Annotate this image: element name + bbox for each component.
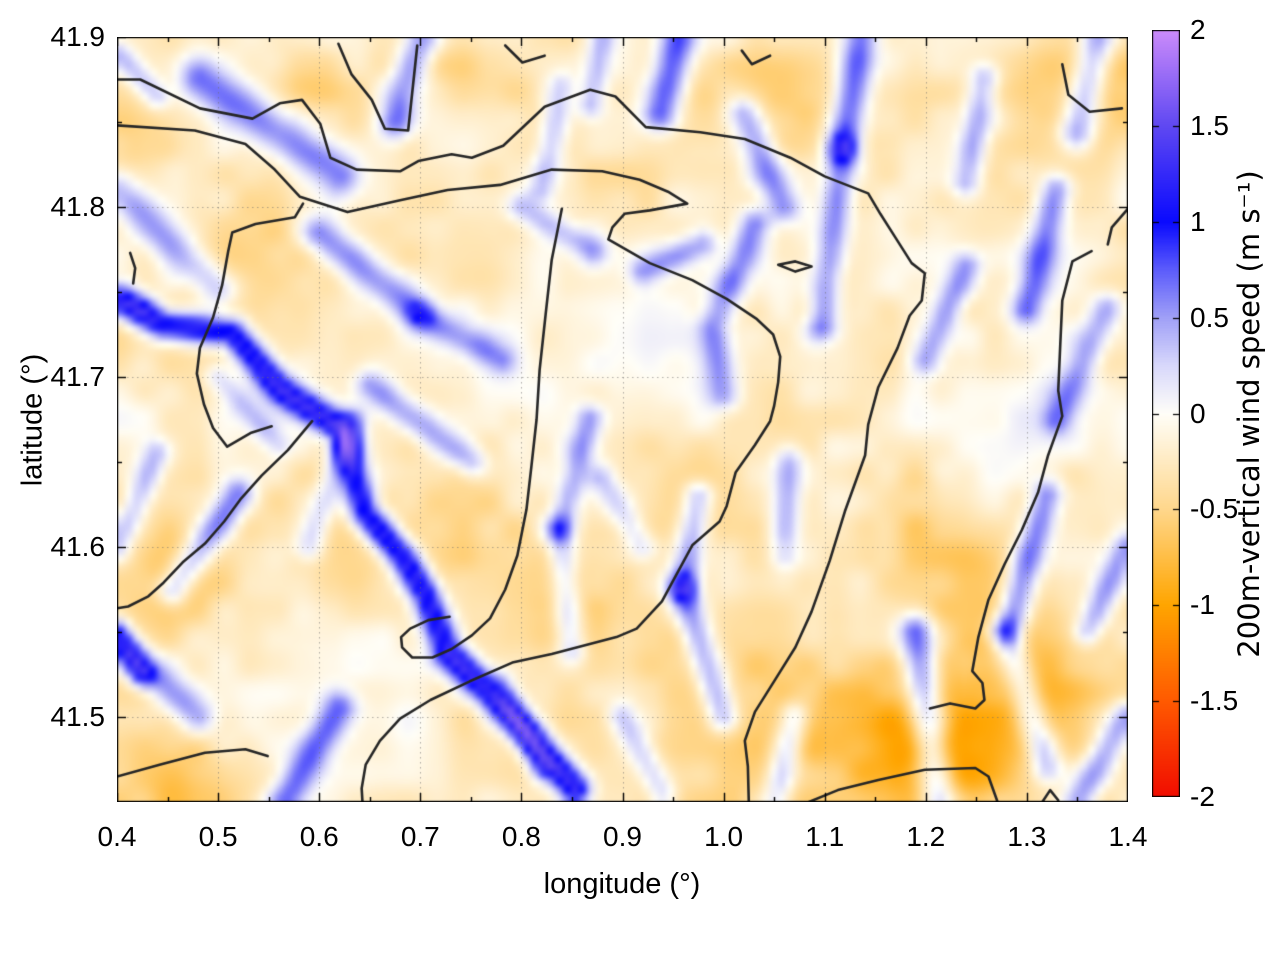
colorbar-tick-label: 2 bbox=[1190, 14, 1206, 45]
colorbar-tick-label: -0.5 bbox=[1190, 493, 1239, 525]
x-tick-label: 1.1 bbox=[805, 821, 845, 852]
colorbar-tick-label: 1 bbox=[1190, 205, 1206, 237]
colorbar-tick-label: 0 bbox=[1190, 397, 1206, 429]
colorbar-tick-label: -1 bbox=[1190, 589, 1215, 621]
colorbar-tick-label: 0.5 bbox=[1190, 301, 1229, 333]
x-tick-label: 1.0 bbox=[704, 821, 744, 852]
x-tick-label: 0.9 bbox=[603, 821, 642, 852]
x-tick-label: 0.8 bbox=[501, 821, 541, 852]
x-tick-label: 1.2 bbox=[906, 821, 946, 852]
colorbar-tick-label: -1.5 bbox=[1190, 685, 1239, 717]
x-axis-label: longitude (°) bbox=[543, 868, 701, 900]
x-tick-label: 0.7 bbox=[400, 821, 440, 852]
y-tick-label: 41.5 bbox=[50, 701, 106, 732]
x-tick-label: 0.6 bbox=[299, 821, 339, 852]
colorbar-tick-label: -2 bbox=[1190, 781, 1215, 812]
x-tick-label: 1.4 bbox=[1108, 821, 1148, 852]
colorbar-tick-label: 1.5 bbox=[1190, 109, 1229, 141]
x-tick-label: 0.4 bbox=[97, 821, 137, 852]
x-tick-label: 1.3 bbox=[1007, 821, 1047, 852]
y-tick-label: 41.9 bbox=[50, 21, 106, 52]
x-tick-label: 0.5 bbox=[198, 821, 238, 852]
y-tick-label: 41.8 bbox=[50, 191, 106, 222]
colorbar-canvas bbox=[1152, 30, 1180, 797]
y-tick-label: 41.6 bbox=[50, 531, 106, 562]
heatmap-canvas bbox=[117, 37, 1128, 802]
y-tick-label: 41.7 bbox=[50, 361, 106, 392]
